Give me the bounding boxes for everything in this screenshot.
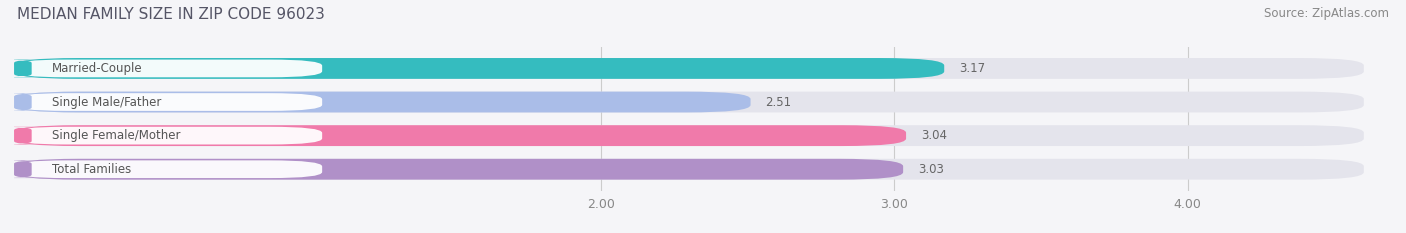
FancyBboxPatch shape [14,125,1364,146]
FancyBboxPatch shape [14,160,322,178]
FancyBboxPatch shape [14,58,1364,79]
Text: 3.04: 3.04 [921,129,946,142]
Text: 3.17: 3.17 [959,62,986,75]
FancyBboxPatch shape [3,127,44,144]
FancyBboxPatch shape [14,60,322,77]
FancyBboxPatch shape [14,93,322,111]
Text: MEDIAN FAMILY SIZE IN ZIP CODE 96023: MEDIAN FAMILY SIZE IN ZIP CODE 96023 [17,7,325,22]
Text: Single Female/Mother: Single Female/Mother [52,129,181,142]
FancyBboxPatch shape [14,159,903,180]
Text: Source: ZipAtlas.com: Source: ZipAtlas.com [1264,7,1389,20]
FancyBboxPatch shape [14,92,751,113]
FancyBboxPatch shape [3,93,44,111]
Text: Married-Couple: Married-Couple [52,62,143,75]
FancyBboxPatch shape [14,159,1364,180]
Text: 2.51: 2.51 [765,96,792,109]
Text: Total Families: Total Families [52,163,131,176]
Text: Single Male/Father: Single Male/Father [52,96,162,109]
FancyBboxPatch shape [3,160,44,178]
FancyBboxPatch shape [14,127,322,144]
FancyBboxPatch shape [3,60,44,77]
Text: 3.03: 3.03 [918,163,943,176]
FancyBboxPatch shape [14,92,1364,113]
FancyBboxPatch shape [14,58,945,79]
FancyBboxPatch shape [14,125,905,146]
